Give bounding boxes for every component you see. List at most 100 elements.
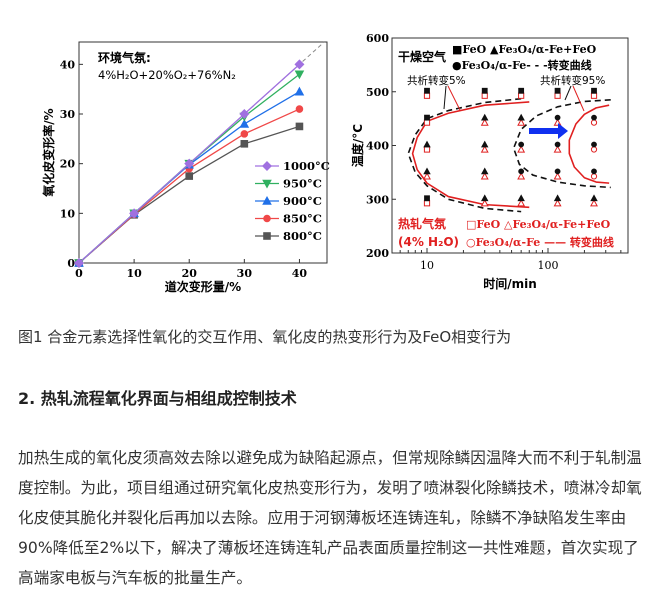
annotation-arrow — [443, 85, 447, 110]
data-point — [240, 130, 249, 138]
hot-data-point — [590, 173, 598, 180]
annotation-arrow — [564, 85, 572, 101]
data-point — [295, 105, 304, 113]
y-tick-label: 10 — [60, 207, 76, 220]
x-tick-label: 10 — [420, 259, 434, 272]
x-tick-label: 0 — [75, 267, 83, 280]
data-point — [294, 86, 305, 96]
dry-data-point — [517, 194, 525, 202]
hot-data-point — [480, 172, 489, 180]
hot-data-point — [480, 199, 489, 207]
legend-marker — [262, 161, 272, 171]
hot-data-point — [423, 200, 431, 207]
dry-air-label: 干燥空气 — [398, 49, 446, 64]
legend-marker — [262, 195, 272, 205]
hot-data-point — [423, 92, 431, 99]
legend-label: 1000°C — [283, 159, 330, 173]
hot-data-point — [590, 146, 598, 153]
dry-data-point — [424, 195, 430, 202]
hot-data-point — [517, 145, 526, 153]
data-point — [185, 172, 194, 180]
legend-marker — [263, 232, 271, 240]
paragraph-line: 化皮使其脆化并裂化后再加以去除。应用于河钢薄板坯连铸连轧，除鳞不净缺陷发生率由 — [18, 509, 627, 527]
hot-curve-95 — [568, 104, 610, 184]
paragraph-line: 加热生成的氧化皮须高效去除以避免成为缺陷起源点，但常规除鳞因温降大而不利于轧制温 — [18, 449, 642, 467]
dry-data-point — [481, 167, 489, 175]
figure-1: 0 10 20 30 40010203040道次变形量/%氧化皮变形率/%环境气氛:4%… — [41, 32, 629, 294]
dry-data-point — [481, 194, 489, 202]
hot-rolling-label: 热轧气氛 — [398, 216, 446, 231]
y-axis-label: 氧化皮变形率/% — [41, 108, 56, 197]
dry-data-point — [424, 114, 430, 121]
hot-rolling-water-label: (4% H₂O) — [398, 235, 459, 249]
atmosphere-label: 环境气氛: — [98, 50, 151, 65]
paragraph-line: 高端家电板与汽车板的批量生产。 — [18, 569, 252, 587]
data-point — [184, 158, 195, 169]
legend-label: 850°C — [283, 212, 322, 226]
dry-data-point — [554, 168, 561, 175]
data-point — [239, 118, 250, 128]
dry-data-point — [554, 141, 561, 148]
hot-curve-5 — [411, 101, 530, 209]
dry-curve-95 — [512, 99, 611, 189]
dry-data-point — [481, 87, 488, 94]
dry-data-point — [481, 140, 489, 148]
x-axis-label: 道次变形量/% — [165, 279, 241, 294]
hot-data-point — [590, 199, 598, 207]
series-line — [78, 125, 300, 264]
dry-data-point — [553, 194, 562, 202]
x-tick-label: 100 — [538, 259, 559, 272]
hot-data-point — [517, 199, 526, 207]
hot-legend-1: □FeO △Fe₃O₄/α-Fe+FeO — [466, 218, 611, 231]
eutectoid-95-label: 共析转变95% — [540, 74, 605, 87]
y-tick-label: 200 — [366, 247, 389, 260]
eutectoid-5-label: 共析转变5% — [407, 74, 466, 87]
hot-data-point — [553, 172, 562, 180]
dry-data-point — [517, 113, 525, 121]
y-tick-label: 600 — [366, 32, 389, 45]
paragraph-line: 90%降低至2%以下，解决了薄板坯连铸连轧产品表面质量控制这一共性难题，首次实现… — [18, 539, 639, 557]
dry-data-point — [424, 87, 430, 94]
y-tick-label: 20 — [60, 158, 76, 171]
hot-data-point — [423, 172, 431, 180]
data-point — [239, 109, 250, 120]
hot-data-point — [553, 145, 562, 153]
dry-data-point — [590, 194, 598, 202]
hot-data-point — [553, 118, 562, 126]
atmosphere-composition: 4%H₂O+20%O₂+76%N₂ — [98, 68, 236, 82]
dry-data-point — [518, 141, 525, 148]
annotation-arrow — [447, 85, 461, 111]
y-tick-label: 40 — [60, 58, 76, 71]
data-point — [129, 208, 140, 219]
data-point — [294, 70, 305, 80]
phase-transformation-chart: 10 100 200 300 400 500 600 时间/min 温度/°C 干燥空气 ■FeO … — [350, 32, 629, 291]
hot-data-point — [590, 119, 598, 126]
annotation-arrow — [572, 85, 585, 112]
deformation-chart: 0 10 20 30 40 0 10 20 30 40 道次变形量/% 氧化皮变形率/% 环境气氛: 4%… — [41, 41, 330, 294]
body-paragraph: 加热生成的氧化皮须高效去除以避免成为缺陷起源点，但常规除鳞因温降大而不利于轧制温… — [18, 443, 658, 593]
dry-data-point — [518, 87, 525, 94]
dry-data-point — [554, 114, 561, 121]
shift-arrow — [529, 123, 568, 139]
x-axis-label: 时间/min — [483, 276, 537, 291]
y-tick-label: 30 — [60, 108, 76, 121]
dry-data-point — [554, 87, 561, 94]
legend-label: 800°C — [283, 229, 322, 243]
legend-label: 900°C — [283, 194, 322, 208]
y-tick-label: 300 — [366, 193, 389, 206]
legend-marker — [263, 214, 271, 223]
dry-data-point — [423, 140, 431, 148]
dry-data-point — [423, 167, 431, 175]
x-tick-label: 20 — [182, 267, 198, 280]
dry-data-point — [591, 168, 597, 175]
y-axis-label: 温度/°C — [350, 124, 365, 167]
hot-data-point — [553, 199, 562, 207]
dry-legend-1: ■FeO ▲Fe₃O₄/α-Fe+FeO — [452, 43, 597, 56]
legend-marker — [262, 179, 272, 189]
data-point — [74, 258, 84, 268]
plot-frame — [78, 41, 328, 264]
hot-data-point — [481, 92, 488, 99]
section-heading: 2. 热轧流程氧化界面与相组成控制技术 — [18, 389, 297, 408]
hot-data-point — [480, 145, 489, 153]
hot-data-point — [480, 118, 489, 126]
